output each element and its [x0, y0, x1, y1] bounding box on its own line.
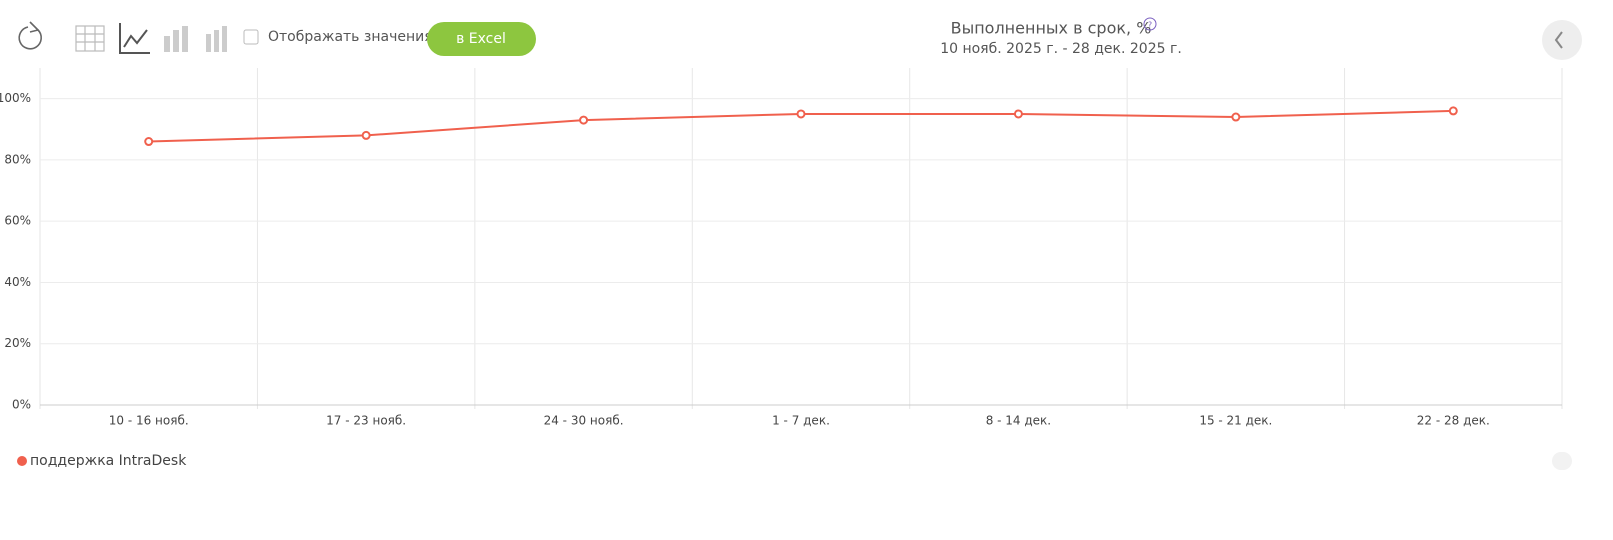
data-point [144, 137, 154, 147]
collapse-button[interactable] [1542, 20, 1582, 60]
bar-icon[interactable] [206, 26, 227, 52]
data-point [796, 109, 806, 119]
y-tick-label: 0% [12, 398, 31, 412]
excel-button[interactable] [427, 22, 536, 56]
data-point [1448, 106, 1458, 116]
x-tick-label: 1 - 7 дек. [772, 414, 830, 428]
y-tick-label: 20% [4, 336, 31, 350]
x-tick-label: 15 - 21 дек. [1199, 414, 1272, 428]
svg-text:?: ? [1148, 21, 1152, 30]
x-tick-label: 17 - 23 нояб. [326, 414, 406, 428]
data-point [1013, 109, 1023, 119]
y-tick-label: 100% [0, 91, 31, 105]
checkbox[interactable] [243, 29, 259, 45]
y-tick-label: 40% [4, 275, 31, 289]
x-tick-label: 10 - 16 нояб. [109, 414, 189, 428]
stacked-bar-icon[interactable] [164, 26, 188, 52]
refresh-icon[interactable] [18, 21, 42, 50]
help-icon[interactable]: ? [1143, 17, 1157, 31]
chart-subtitle: 10 нояб. 2025 г. - 28 дек. 2025 г. [940, 41, 1182, 57]
line-chart-icon[interactable] [119, 23, 150, 54]
table-icon[interactable] [75, 25, 105, 52]
y-tick-label: 80% [4, 152, 31, 166]
data-point [361, 130, 371, 140]
x-tick-label: 22 - 28 дек. [1417, 414, 1490, 428]
x-tick-label: 8 - 14 дек. [986, 414, 1051, 428]
legend-marker [17, 456, 27, 466]
scroll-handle [1552, 452, 1572, 470]
checkbox-label: Отображать значения [268, 29, 433, 45]
data-point [1231, 112, 1241, 122]
excel-button-label: в Excel [456, 31, 506, 47]
y-tick-label: 60% [4, 214, 31, 228]
legend-label: поддержка IntraDesk [30, 453, 187, 469]
chart-title: Выполненных в срок, % [951, 19, 1152, 38]
x-tick-label: 24 - 30 нояб. [544, 414, 624, 428]
data-point [579, 115, 589, 125]
